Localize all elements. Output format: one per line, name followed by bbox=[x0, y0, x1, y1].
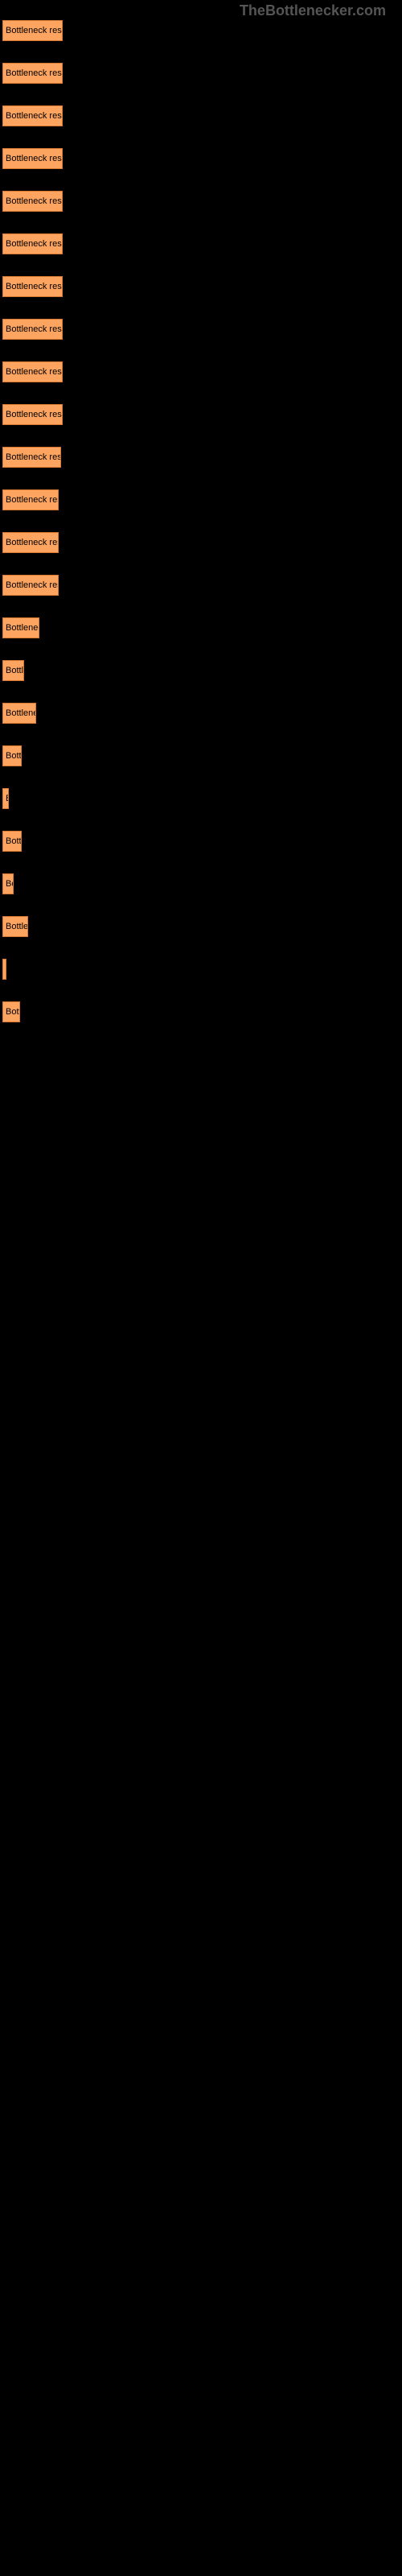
bar-label: Bottleneck result bbox=[6, 367, 63, 377]
bar-label: Bottleneck bbox=[6, 623, 39, 633]
bar-label: Bo bbox=[6, 879, 14, 889]
bar-row: Bottleneck result bbox=[2, 20, 402, 41]
bar-row: Bottleneck result bbox=[2, 532, 402, 553]
bar-row: Bottleneck result bbox=[2, 148, 402, 169]
bar-row: Bottleneck bbox=[2, 617, 402, 638]
bar-label: Bottleneck result bbox=[6, 580, 59, 590]
bar: Bottleneck result bbox=[2, 63, 63, 84]
bar-label: Bottleneck result bbox=[6, 452, 61, 462]
bar-label: Bottleneck result bbox=[6, 154, 63, 163]
bar-label: Bottleneck result bbox=[6, 324, 63, 334]
bar: Bottleneck result bbox=[2, 276, 63, 297]
bar: Bottl bbox=[2, 745, 22, 766]
bar-chart: Bottleneck result Bottleneck result Bottle… bbox=[0, 0, 402, 1022]
bar-label: Bottleneck result bbox=[6, 495, 59, 505]
bar-row: Bottleneck result bbox=[2, 319, 402, 340]
bar-row: Bottleneck result bbox=[2, 105, 402, 126]
bar-row: B bbox=[2, 788, 402, 809]
bar: Bottleneck result bbox=[2, 404, 63, 425]
bar-row: Bottle bbox=[2, 660, 402, 681]
bar: Bottleneck result bbox=[2, 489, 59, 510]
bar-label: Bottleneck result bbox=[6, 26, 63, 35]
bar: Bottleneck result bbox=[2, 361, 63, 382]
bar-label: Bottle bbox=[6, 666, 24, 675]
bar-label: Bott bbox=[6, 1007, 20, 1017]
bar-row: Bottleneck result bbox=[2, 447, 402, 468]
bar: Bottleneck result bbox=[2, 20, 63, 41]
bar: Bottl bbox=[2, 831, 22, 852]
bar-label: Bottleneck result bbox=[6, 410, 63, 419]
bar-label: Bottlenec bbox=[6, 708, 36, 718]
bar-row: Bo bbox=[2, 873, 402, 894]
bar: Bottleneck result bbox=[2, 575, 59, 596]
bar-label: Bottl bbox=[6, 751, 22, 761]
bar: Bottlenec bbox=[2, 703, 36, 724]
bar-label: Bottleneck result bbox=[6, 239, 63, 249]
bar-row: Bottleneck result bbox=[2, 233, 402, 254]
bar: Bottle bbox=[2, 660, 24, 681]
bar-row: Bottleneck result bbox=[2, 404, 402, 425]
bar-label: B bbox=[6, 794, 9, 803]
bar-row: Bottleneck result bbox=[2, 489, 402, 510]
bar-row: Bottlenec bbox=[2, 703, 402, 724]
bar: Bottleneck result bbox=[2, 319, 63, 340]
bar: Bottleneck result bbox=[2, 532, 59, 553]
bar-label: Bottleneck result bbox=[6, 282, 63, 291]
bar-row: Bottl bbox=[2, 745, 402, 766]
bar-row: Bottleneck result bbox=[2, 276, 402, 297]
bar: B bbox=[2, 788, 9, 809]
bar-label: Bottl bbox=[6, 836, 22, 846]
bar-row: Bottleneck result bbox=[2, 575, 402, 596]
bar-row: Bottlen bbox=[2, 916, 402, 937]
bar: Bottleneck result bbox=[2, 191, 63, 212]
bar-row: Bottleneck result bbox=[2, 361, 402, 382]
watermark-text: TheBottlenecker.com bbox=[240, 2, 386, 19]
bar: Bottleneck result bbox=[2, 233, 63, 254]
bar: Bottleneck result bbox=[2, 105, 63, 126]
bar: Bottleneck bbox=[2, 617, 39, 638]
bar: Bottleneck result bbox=[2, 447, 61, 468]
bar-label: Bottlen bbox=[6, 922, 28, 931]
bar: Bottleneck result bbox=[2, 148, 63, 169]
bar-row bbox=[2, 959, 402, 980]
bar-row: Bottleneck result bbox=[2, 63, 402, 84]
bar: Bo bbox=[2, 873, 14, 894]
bar: Bottlen bbox=[2, 916, 28, 937]
bar-row: Bottleneck result bbox=[2, 191, 402, 212]
bar-row: Bottl bbox=[2, 831, 402, 852]
bar-label: Bottleneck result bbox=[6, 68, 63, 78]
bar-label: Bottleneck result bbox=[6, 111, 63, 121]
bar-row: Bott bbox=[2, 1001, 402, 1022]
bar: Bott bbox=[2, 1001, 20, 1022]
bar-label: Bottleneck result bbox=[6, 196, 63, 206]
bar-label: Bottleneck result bbox=[6, 538, 59, 547]
bar bbox=[2, 959, 6, 980]
